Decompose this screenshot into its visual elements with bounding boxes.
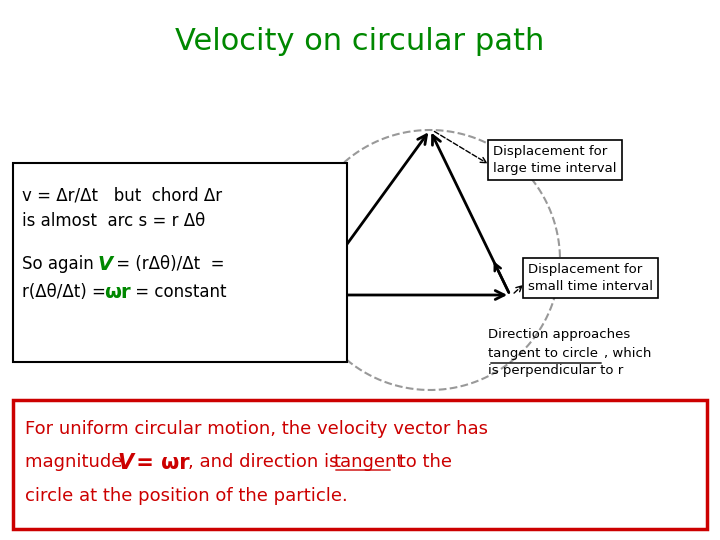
Text: ωr: ωr	[104, 283, 130, 302]
FancyBboxPatch shape	[13, 163, 347, 362]
Text: Displacement for
small time interval: Displacement for small time interval	[528, 263, 653, 293]
Text: V: V	[117, 453, 133, 473]
Text: = ωr: = ωr	[129, 453, 189, 473]
Text: Velocity on circular path: Velocity on circular path	[175, 28, 545, 57]
Text: to the: to the	[393, 453, 452, 471]
Text: V: V	[98, 255, 113, 274]
Text: is perpendicular to r: is perpendicular to r	[488, 364, 624, 377]
Text: v = Δr/Δt   but  chord Δr: v = Δr/Δt but chord Δr	[22, 186, 222, 204]
Text: For uniform circular motion, the velocity vector has: For uniform circular motion, the velocit…	[25, 420, 488, 438]
Text: , which: , which	[604, 347, 652, 360]
Text: So again: So again	[22, 255, 99, 273]
FancyBboxPatch shape	[13, 400, 707, 529]
Text: , and direction is: , and direction is	[188, 453, 344, 471]
Text: circle at the position of the particle.: circle at the position of the particle.	[25, 487, 348, 505]
Text: Direction approaches: Direction approaches	[488, 328, 630, 341]
Text: r(Δθ/Δt) =: r(Δθ/Δt) =	[22, 283, 111, 301]
Text: tangent: tangent	[333, 453, 403, 471]
Text: magnitude: magnitude	[25, 453, 128, 471]
Text: is almost  arc s = r Δθ: is almost arc s = r Δθ	[22, 212, 205, 230]
Text: = constant: = constant	[130, 283, 227, 301]
Text: tangent to circle: tangent to circle	[488, 347, 598, 360]
Text: Displacement for
large time interval: Displacement for large time interval	[493, 145, 616, 175]
Text: = (rΔθ)/Δt  =: = (rΔθ)/Δt =	[111, 255, 225, 273]
